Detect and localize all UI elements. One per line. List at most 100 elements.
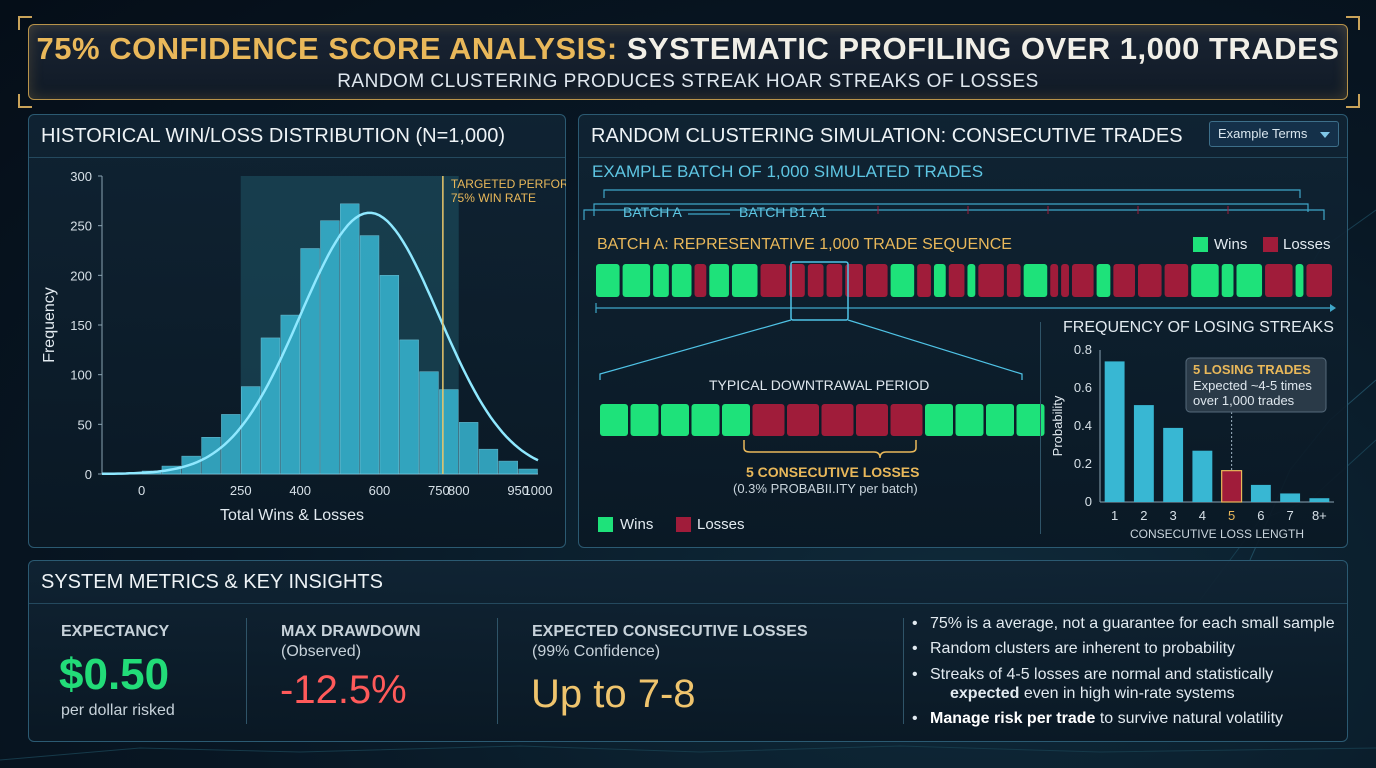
streak-bar [1309,498,1330,502]
header-corner [1346,94,1360,108]
batch-brackets [583,189,1325,220]
loss-block [1061,264,1069,297]
trade-sequence-chart [595,261,1336,459]
loss-block [1050,264,1059,297]
loss-block [694,264,707,297]
win-block [709,264,729,297]
histogram-bar [340,203,360,475]
streak-x-tick-label: 2 [1140,508,1147,523]
zoom-win-block [630,404,659,436]
batch-tab-b[interactable]: BATCH B1 A1 [739,204,827,220]
drawdown-label: MAX DRAWDOWN [281,623,421,640]
loss-block [1306,264,1332,297]
histogram-bar [240,386,261,475]
y-tick-label: 0 [85,467,92,482]
insight-bullet-3-line2: expected even in high win-rate systems [950,685,1235,703]
title-highlight: 75% CONFIDENCE SCORE ANALYSIS: [36,31,618,66]
panel-divider [29,603,1347,604]
zoom-win-block [986,404,1014,436]
zoom-win-block [925,404,953,436]
x-axis-label: Total Wins & Losses [220,507,364,524]
bottom-legend-losses-label: Losses [697,516,745,533]
loss-block [826,264,843,297]
zoom-win-block [722,404,750,436]
streak-chart-title: FREQUENCY OF LOSING STREAKS [1063,319,1334,336]
x-tick-label: 250 [230,483,252,498]
streak-bar [1163,427,1184,502]
losing-streak-chart: FREQUENCY OF LOSING STREAKS 0 0.2 0.4 0.6 0.8… [1050,319,1334,541]
loss-block [789,264,805,297]
streak-y-tick-label: 0.4 [1074,418,1092,433]
zoom-loss-block [787,404,819,436]
y-axis-label: Frequency [41,287,58,363]
streak-x-axis-label: CONSECUTIVE LOSS LENGTH [1130,527,1304,541]
simulation-title: RANDOM CLUSTERING SIMULATION: CONSECUTIV… [591,125,1183,147]
loss-block [807,264,824,297]
streak-x-tick-label: 4 [1199,508,1206,523]
page-title: 75% CONFIDENCE SCORE ANALYSIS: SYSTEMATI… [29,31,1347,67]
streak-bar [1280,493,1301,502]
loss-block [948,264,965,297]
legend-wins-swatch [1193,237,1208,252]
expectancy-label: EXPECTANCY [61,623,170,640]
histogram-bar [518,468,538,475]
loss-block [760,264,787,297]
y-tick-label: 200 [70,268,92,283]
bullet3-bold: expected [950,685,1020,702]
target-label-1: TARGETED PERFORMANCE: [451,177,566,191]
win-block [1096,264,1111,297]
loss-block [1137,264,1162,297]
win-block [1221,264,1234,297]
batch-tab-a[interactable]: BATCH A [623,204,682,220]
bullet3-text: Streaks of 4-5 losses are normal and sta… [930,666,1274,683]
histogram-title: HISTORICAL WIN/LOSS DISTRIBUTION (N=1,00… [41,125,505,147]
insight-bullet-3: Streaks of 4-5 losses are normal and sta… [912,666,1274,684]
y-tick-label: 250 [70,219,92,234]
metric-divider [246,618,247,724]
histogram-bar [478,448,499,475]
drawdown-sub: (Observed) [281,643,362,660]
y-tick-label: 100 [70,368,92,383]
histogram-bar [458,422,479,475]
chevron-down-icon [1320,132,1330,138]
loss-block [1265,264,1293,297]
zoom-loss-block [752,404,785,436]
streak-bar [1133,405,1154,502]
panel-divider [29,157,565,158]
win-block [1191,264,1219,297]
insight-bullet-2: Random clusters are inherent to probabil… [912,640,1235,658]
consecutive-sub: (99% Confidence) [532,643,661,660]
header-corner [18,16,32,30]
example-terms-dropdown[interactable]: Example Terms [1209,121,1339,147]
x-tick-label: 400 [289,483,311,498]
histogram-bar [399,339,419,475]
histogram-bar [419,371,439,475]
header-banner: 75% CONFIDENCE SCORE ANALYSIS: SYSTEMATI… [28,24,1348,100]
win-block [1023,264,1048,297]
win-block [933,264,946,297]
win-block [622,264,651,297]
bottom-legend-wins-swatch [598,517,613,532]
insight-bullet-1: 75% is a average, not a guarantee for ea… [912,615,1335,633]
streak-bar [1250,484,1271,502]
histogram-bar [320,220,340,475]
loss-block [1006,264,1021,297]
legend-losses-swatch [1263,237,1278,252]
dropdown-label: Example Terms [1218,126,1308,141]
histogram-bar [221,414,241,475]
zoom-win-block [661,404,689,436]
zoom-loss-block [890,404,923,436]
zoom-loss-block [821,404,854,436]
zoom-win-block [600,404,628,436]
zoom-title: TYPICAL DOWNTRAWAL PERIOD [709,377,930,393]
bullet4-bold: Manage risk per trade [930,710,1096,727]
win-block [967,264,976,297]
loss-block [917,264,931,297]
streak-y-tick-label: 0 [1085,494,1092,509]
streak-bar [1192,450,1213,502]
consecutive-label: EXPECTED CONSECUTIVE LOSSES [532,623,808,640]
histogram-bar [300,248,320,475]
streak-y-tick-label: 0.8 [1074,342,1092,357]
tooltip-title: 5 LOSING TRADES [1193,362,1311,377]
x-tick-label: 750 [428,483,450,498]
